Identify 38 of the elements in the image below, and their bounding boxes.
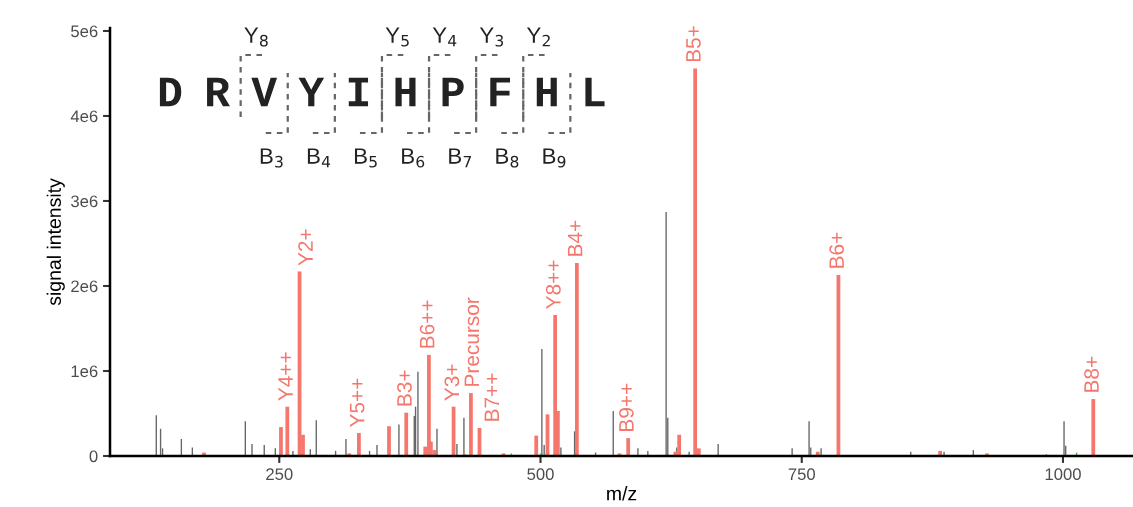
annotation: Y$_{4}$ xyxy=(432,27,457,47)
data-label: B6+ xyxy=(829,232,845,268)
x-axis-title: m/z xyxy=(607,486,637,501)
annotation: Y$_{8}$ xyxy=(244,27,268,47)
data-label: B8+ xyxy=(1084,356,1099,392)
y-tick-label: 2e6 xyxy=(71,280,98,293)
annotation: B$_{4}$ xyxy=(307,148,331,168)
data-label: B6++ xyxy=(419,300,435,348)
annotation: Y$_{3}$ xyxy=(479,27,504,47)
annotation: Y$_{2}$ xyxy=(526,27,550,47)
data-label: B9++ xyxy=(619,383,634,431)
data-label: Y4++ xyxy=(278,352,293,401)
annotation: Y$_{5}$ xyxy=(385,27,409,47)
y-tick-label: 4e6 xyxy=(70,110,98,123)
data-label: B4+ xyxy=(567,220,583,256)
x-tick-label: 750 xyxy=(788,468,816,481)
annotation: B$_{3}$ xyxy=(260,148,283,168)
y-tick-label: 1e6 xyxy=(71,365,98,378)
data-label: Y2+ xyxy=(298,229,313,266)
data-label: B3+ xyxy=(397,370,412,406)
data-label: B7++ xyxy=(484,373,499,421)
annotation: B$_{8}$ xyxy=(496,148,519,168)
annotation: B$_{9}$ xyxy=(543,148,566,168)
y-axis-title: signal intensity xyxy=(46,178,65,306)
data-label: Precursor xyxy=(464,297,480,386)
data-label: Y8++ xyxy=(545,260,561,309)
annotation: B$_{5}$ xyxy=(355,148,377,168)
data-label: Y5++ xyxy=(349,378,365,428)
y-tick-label: 5e6 xyxy=(71,25,98,38)
x-tick-label: 1000 xyxy=(1045,468,1081,481)
data-label: Y3+ xyxy=(444,364,460,401)
data-label: B5+ xyxy=(686,26,701,62)
y-tick-label: 0 xyxy=(89,450,98,463)
x-tick-label: 500 xyxy=(527,468,554,481)
x-tick-label: 250 xyxy=(266,468,293,481)
annotation: B$_{7}$ xyxy=(449,148,471,168)
annotation: B$_{6}$ xyxy=(402,148,425,168)
y-tick-label: 3e6 xyxy=(71,195,98,208)
